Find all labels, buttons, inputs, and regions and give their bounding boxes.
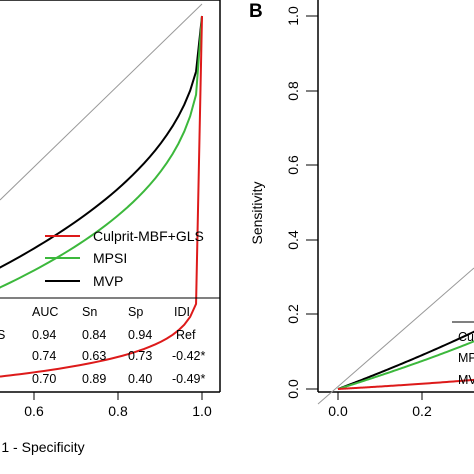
- panel-a-table: AUC Sn Sp IDI S 0.94 0.84 0.94 Ref 0.74 …: [0, 297, 220, 386]
- roc-curve-mvp: [0, 15, 203, 269]
- table-cell: 0.74: [32, 349, 56, 363]
- table-cell: 0.63: [82, 349, 106, 363]
- table-row-label: MV: [458, 373, 474, 387]
- table-cell: -0.42*: [172, 349, 205, 363]
- table-cell: 0.73: [128, 349, 152, 363]
- panel-a-x-axis: 0.6 0.8 1.0 1 - Specificity: [1, 392, 212, 455]
- legend-label-culprit: Culprit-MBF+GLS: [93, 228, 204, 244]
- y-tick-label: 1.0: [285, 6, 301, 26]
- panel-b-y-axis: 0.0 0.2 0.4 0.6 0.8 1.0 Sensitivity: [249, 6, 318, 399]
- x-axis-title: 1 - Specificity: [1, 439, 84, 455]
- table-cell: 0.70: [32, 372, 56, 386]
- table-row-label: Cu: [458, 330, 474, 344]
- panel-label-b: B: [249, 1, 263, 22]
- roc-curve-mpsi: [337, 340, 474, 390]
- x-tick-label: 0.0: [328, 403, 348, 419]
- y-tick-label: 0.6: [285, 155, 301, 175]
- x-tick-label: 0.6: [24, 403, 44, 419]
- y-tick-label: 0.4: [285, 230, 301, 250]
- x-tick-label: 1.0: [192, 403, 212, 419]
- roc-curve-culprit-mbf-gls: [0, 15, 203, 378]
- table-header-auc: AUC: [32, 305, 58, 319]
- x-tick-label: 0.2: [412, 403, 432, 419]
- panel-b-x-axis: 0.0 0.2: [328, 392, 432, 419]
- table-cell: 0.94: [128, 328, 152, 342]
- table-cell: 0.94: [32, 328, 56, 342]
- legend-label-mvp: MVP: [93, 273, 123, 289]
- legend-label-mpsi: MPSI: [93, 250, 127, 266]
- table-header-sn: Sn: [82, 305, 97, 319]
- table-header-idi: IDI: [174, 305, 190, 319]
- panel-b-curves: [337, 330, 474, 390]
- y-tick-label: 0.0: [285, 379, 301, 399]
- y-tick-label: 0.8: [285, 81, 301, 101]
- y-axis-title: Sensitivity: [249, 181, 265, 244]
- table-cell: 0.40: [128, 372, 152, 386]
- roc-curve-mvp: [337, 330, 474, 390]
- panel-b-table: Cu MP MV: [452, 321, 474, 387]
- roc-curve-culprit-mbf-gls: [337, 378, 474, 390]
- panel-b: B 0.0 0.2 0.4 0.6 0.8 1.0 Sensitivity 0.…: [249, 0, 474, 419]
- table-row-label: MP: [458, 351, 474, 365]
- table-row-label: S: [0, 328, 5, 342]
- table-cell: Ref: [176, 328, 196, 342]
- panel-a-legend: Culprit-MBF+GLS MPSI MVP: [45, 228, 204, 289]
- x-tick-label: 0.8: [108, 403, 128, 419]
- panel-a: Culprit-MBF+GLS MPSI MVP AUC Sn Sp IDI S…: [0, 0, 221, 455]
- table-cell: -0.49*: [172, 372, 205, 386]
- table-header-sp: Sp: [128, 305, 143, 319]
- table-cell: 0.89: [82, 372, 106, 386]
- y-tick-label: 0.2: [285, 304, 301, 324]
- table-cell: 0.84: [82, 328, 106, 342]
- roc-curve-mpsi: [0, 15, 203, 289]
- panel-a-curves: [0, 15, 203, 378]
- panel-b-reference-diagonal: [317, 267, 474, 405]
- panel-a-reference-diagonal: [0, 3, 203, 201]
